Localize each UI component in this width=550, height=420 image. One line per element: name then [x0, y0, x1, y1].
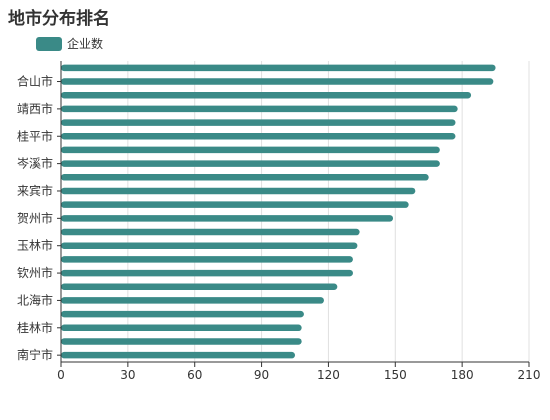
bar[interactable]	[61, 242, 358, 249]
x-tick-label: 0	[57, 368, 65, 382]
bar[interactable]	[61, 351, 295, 359]
bar[interactable]	[61, 160, 440, 167]
x-tick-label: 150	[384, 368, 407, 382]
x-tick-label: 180	[451, 368, 474, 382]
bar[interactable]	[61, 105, 458, 113]
bar[interactable]	[61, 64, 496, 72]
bar[interactable]	[61, 324, 302, 332]
x-tick-label: 120	[317, 368, 340, 382]
bar[interactable]	[61, 338, 302, 345]
bar[interactable]	[61, 119, 456, 126]
y-tick-label: 钦州市	[17, 265, 53, 280]
bars	[61, 64, 496, 359]
labels: 0 30 60 90 120 150 180 210 合山市靖西市桂平市岑溪市来宾市贺州市玉林市…	[17, 74, 540, 382]
bar[interactable]	[61, 215, 394, 222]
bar[interactable]	[61, 133, 456, 140]
y-tick-label: 贺州市	[17, 210, 53, 225]
bar[interactable]	[61, 201, 409, 208]
y-tick-label: 玉林市	[17, 238, 53, 253]
y-tick-label: 合山市	[17, 74, 53, 89]
y-tick-label: 来宾市	[17, 183, 53, 198]
legend-swatch	[36, 36, 62, 51]
y-tick-label: 靖西市	[17, 101, 53, 116]
chart-title: 地市分布排名	[8, 9, 110, 29]
y-tick-label: 桂平市	[17, 128, 53, 143]
legend-label: 企业数	[67, 37, 104, 51]
x-tick-label: 60	[187, 368, 202, 382]
bar[interactable]	[61, 78, 494, 85]
legend[interactable]: 企业数	[36, 35, 103, 52]
bar[interactable]	[61, 297, 324, 304]
bar[interactable]	[61, 146, 440, 154]
bar[interactable]	[61, 228, 360, 236]
bar[interactable]	[61, 256, 353, 263]
x-tick-label: 30	[120, 368, 135, 382]
bar[interactable]	[61, 187, 416, 195]
axes	[57, 61, 530, 367]
bar[interactable]	[61, 283, 338, 291]
bar[interactable]	[61, 269, 353, 277]
bar[interactable]	[61, 91, 472, 99]
y-tick-label: 南宁市	[17, 347, 53, 362]
y-tick-label: 北海市	[17, 292, 53, 307]
bar[interactable]	[61, 174, 429, 181]
bar[interactable]	[61, 310, 304, 318]
y-tick-label: 桂林市	[17, 320, 53, 335]
y-tick-label: 岑溪市	[17, 156, 53, 171]
x-tick-label: 210	[518, 368, 541, 382]
x-tick-label: 90	[254, 368, 269, 382]
